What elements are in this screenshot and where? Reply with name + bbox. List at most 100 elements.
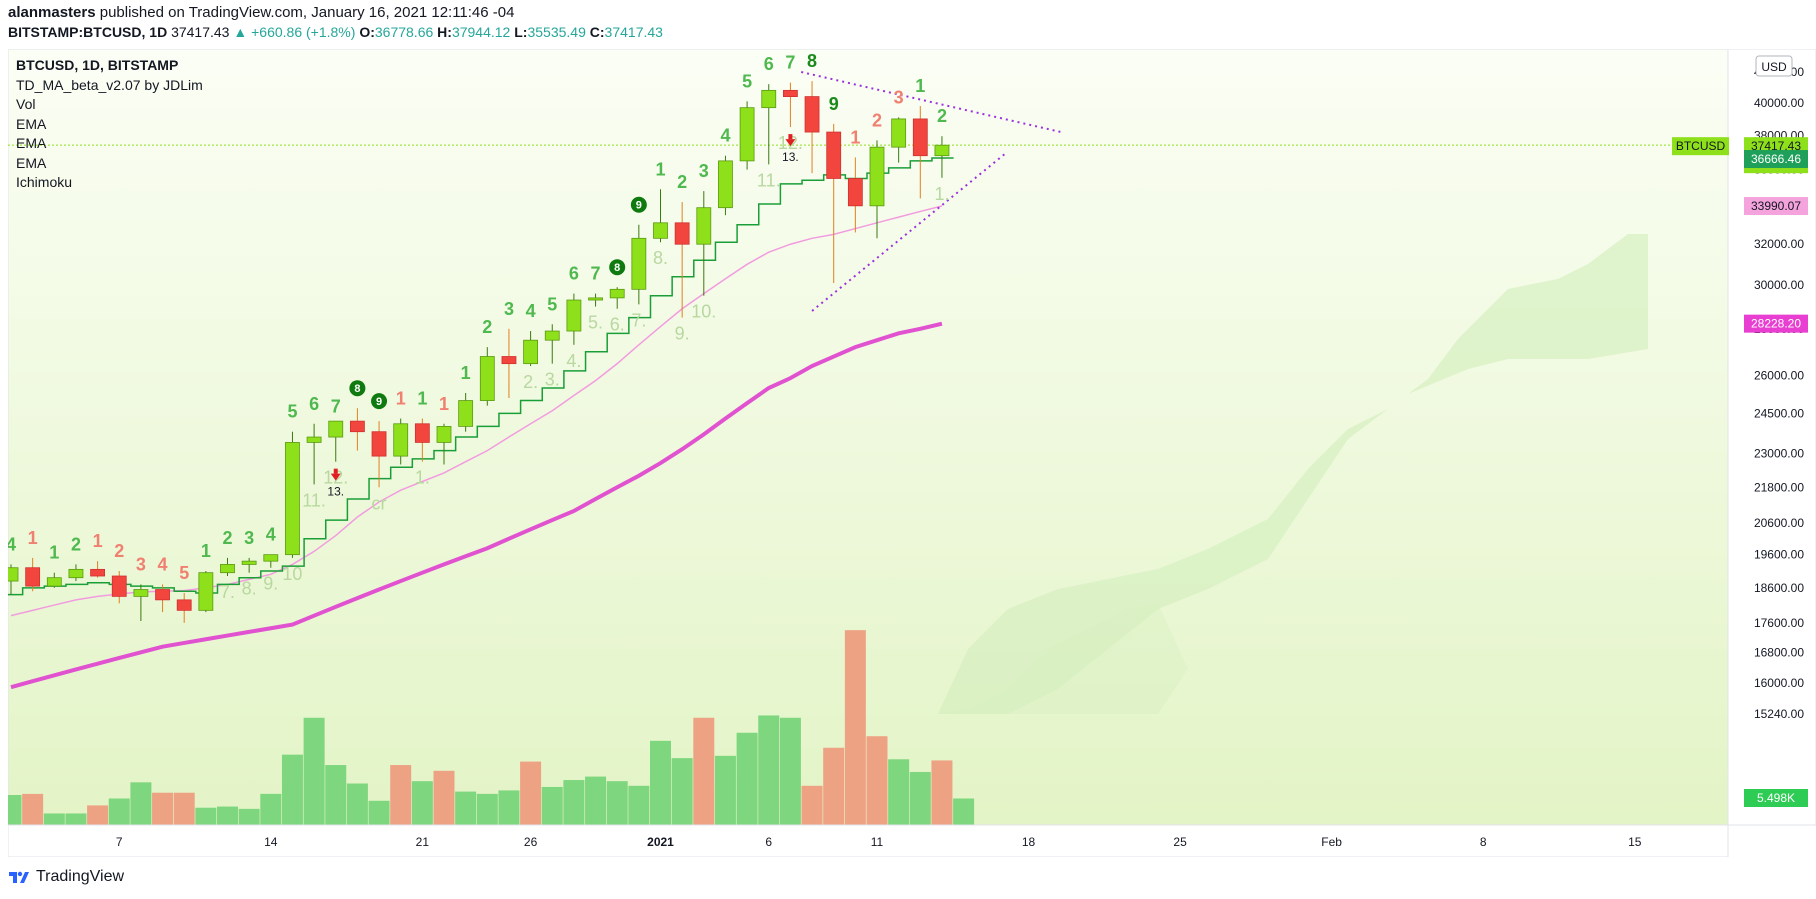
td-setup-label: 3 [699, 161, 709, 181]
td-circle-badge [371, 393, 388, 410]
td-circle-badge [630, 196, 647, 213]
triangle-pattern [800, 71, 1062, 312]
volume-bar [260, 793, 282, 825]
td-countdown-label: 10. [691, 302, 716, 322]
publisher-name[interactable]: alanmasters [8, 4, 96, 21]
td-countdown-label: 11. [757, 170, 781, 190]
down-arrow-icon [330, 473, 341, 481]
candle [847, 157, 863, 233]
candle [653, 189, 668, 243]
candle-body [458, 400, 474, 427]
candle [696, 191, 712, 296]
td-setup-label: 4 [266, 525, 276, 545]
volume-bar [195, 807, 217, 825]
price-badge-text: BTCUSD [1676, 139, 1726, 153]
time-axis[interactable]: 7 14 21 26 2021 6 11 18 25 Feb 8 15 [116, 835, 1642, 849]
volume-bar [217, 806, 238, 825]
td-countdown-label: 4. [566, 351, 581, 371]
ichimoku-cloud-shadow [938, 604, 1188, 714]
price-tick: 26000.00 [1754, 369, 1804, 383]
ema-slow-line [10, 321, 943, 690]
indicator-legend: BTCUSD, 1D, BITSTAMP TD_MA_beta_v2.07 by… [16, 56, 203, 193]
time-axis-panel [7, 824, 1729, 858]
open-value: 36778.66 [374, 24, 434, 40]
td-circle-badge [349, 380, 366, 397]
volume-bar [541, 786, 563, 825]
price-tick: 15240.00 [1754, 707, 1804, 721]
td-setup-label: 2 [114, 541, 124, 561]
legend-ema-1[interactable]: EMA [16, 115, 47, 132]
td-setup-label: 4 [8, 534, 16, 554]
footer-brand[interactable]: TradingView [36, 868, 125, 885]
td-setup-label: 3 [504, 299, 514, 319]
candle [761, 84, 777, 165]
td-setup-label: 9 [829, 94, 839, 114]
price-badge-bg [1744, 150, 1808, 169]
td-circle-label: 8 [614, 262, 620, 274]
td-setup-label: 1 [850, 127, 860, 147]
candle [46, 572, 62, 588]
volume-bar [476, 793, 498, 825]
candle-body [220, 564, 235, 574]
price-badge-text: 36666.46 [1751, 152, 1801, 166]
legend-vol[interactable]: Vol [16, 96, 36, 112]
candle-body [566, 299, 582, 332]
legend-ema-2[interactable]: EMA [16, 135, 47, 151]
candle [718, 155, 733, 216]
candle [869, 140, 885, 239]
volume-bar [411, 781, 433, 825]
td-countdown-label: cr [372, 493, 387, 513]
close-value: 37417.43 [604, 24, 663, 40]
td-setup-label: 1 [417, 389, 427, 409]
low-value: 35535.49 [527, 24, 586, 40]
td-setup-label: 8 [807, 51, 817, 71]
candle [783, 82, 798, 128]
volume-bar [281, 754, 303, 825]
candle [285, 431, 300, 558]
candle [133, 584, 149, 622]
legend-ema-3[interactable]: EMA [16, 154, 47, 171]
tradingview-logo-icon[interactable] [8, 870, 30, 884]
volume-bar [238, 808, 260, 825]
legend-td-ma[interactable]: TD_MA_beta_v2.07 by JDLim [16, 76, 203, 93]
date-tick: 25 [1173, 835, 1187, 849]
volume-bars [0, 630, 975, 825]
volume-bar [455, 791, 477, 825]
candle-body [133, 589, 149, 597]
price-tick: 16800.00 [1754, 645, 1804, 659]
candle-body [176, 599, 192, 611]
candle [328, 420, 344, 462]
volume-bar [0, 795, 22, 825]
currency-button[interactable]: USD [1755, 55, 1793, 77]
legend-title[interactable]: BTCUSD, 1D, BITSTAMP [16, 57, 179, 73]
candle-body [739, 107, 755, 162]
candle-body [912, 118, 928, 157]
triangle-upper-line [800, 71, 1062, 134]
currency-label: USD [1761, 60, 1787, 74]
td-circle-badge [609, 259, 626, 276]
candle [241, 557, 257, 573]
td-setup-label: 5 [179, 563, 189, 583]
td-setup-label: 1 [396, 389, 406, 409]
down-arrow-stem [788, 134, 793, 140]
td-setup-label: 1 [915, 76, 925, 96]
volume-bar [43, 813, 65, 825]
price-badge: 33990.07 [1744, 197, 1808, 216]
volume-bar [736, 732, 758, 825]
ichimoku-cloud-area [938, 234, 1648, 714]
td-countdown-label: 9. [675, 324, 690, 344]
td-setup-label: 7 [785, 53, 795, 73]
candle [588, 293, 603, 307]
volume-bar [693, 717, 715, 825]
td-setup-label: 3 [894, 87, 904, 107]
volume-bar [628, 785, 650, 825]
publish-line: alanmasters published on TradingView.com… [8, 4, 514, 21]
candle-body [847, 178, 863, 207]
volume-bar [173, 792, 195, 825]
candle-body [111, 575, 127, 597]
legend-ichimoku[interactable]: Ichimoku [16, 174, 73, 190]
price-badge-text: 5.498K [1757, 791, 1795, 805]
